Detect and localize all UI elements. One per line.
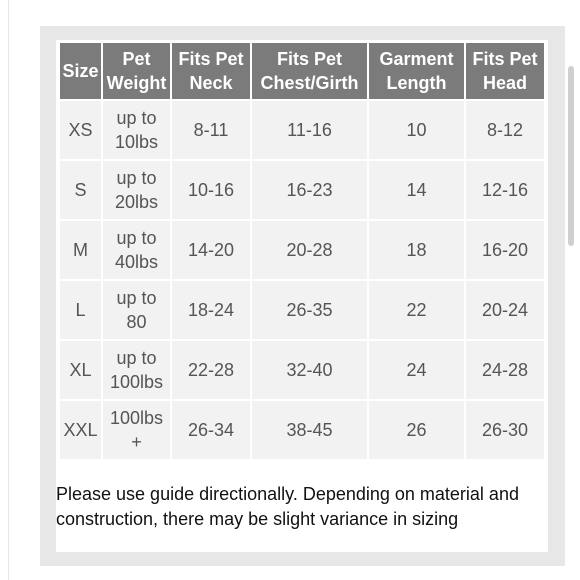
table-row: S up to 20lbs 10-16 16-23 14 12-16 xyxy=(60,161,544,219)
cell-weight: up to 40lbs xyxy=(103,221,170,279)
table-row: M up to 40lbs 14-20 20-28 18 16-20 xyxy=(60,221,544,279)
cell-size: XS xyxy=(60,101,101,159)
cell-size: XXL xyxy=(60,401,101,459)
table-row: XS up to 10lbs 8-11 11-16 10 8-12 xyxy=(60,101,544,159)
cell-size: L xyxy=(60,281,101,339)
cell-weight: up to 20lbs xyxy=(103,161,170,219)
cell-head: 24-28 xyxy=(466,341,544,399)
cell-length: 18 xyxy=(369,221,464,279)
cell-weight: 100lbs + xyxy=(103,401,170,459)
cell-head: 8-12 xyxy=(466,101,544,159)
cell-neck: 22-28 xyxy=(172,341,250,399)
cell-chest: 20-28 xyxy=(252,221,367,279)
cell-chest: 16-23 xyxy=(252,161,367,219)
cell-neck: 10-16 xyxy=(172,161,250,219)
header-pet-weight: Pet Weight xyxy=(103,43,170,99)
cell-chest: 11-16 xyxy=(252,101,367,159)
cell-length: 26 xyxy=(369,401,464,459)
table-row: L up to 80 18-24 26-35 22 20-24 xyxy=(60,281,544,339)
cell-head: 12-16 xyxy=(466,161,544,219)
cell-length: 24 xyxy=(369,341,464,399)
size-chart-table: Size Pet Weight Fits Pet Neck Fits Pet Ches… xyxy=(58,41,546,461)
header-head: Fits Pet Head xyxy=(466,43,544,99)
sizing-note: Please use guide directionally. Dependin… xyxy=(56,484,519,529)
page-edge-line xyxy=(8,0,9,580)
cell-weight: up to 100lbs xyxy=(103,341,170,399)
cell-weight: up to 10lbs xyxy=(103,101,170,159)
cell-neck: 18-24 xyxy=(172,281,250,339)
cell-chest: 38-45 xyxy=(252,401,367,459)
cell-size: M xyxy=(60,221,101,279)
cell-length: 22 xyxy=(369,281,464,339)
cell-neck: 8-11 xyxy=(172,101,250,159)
cell-head: 26-30 xyxy=(466,401,544,459)
scrollbar[interactable] xyxy=(568,66,574,246)
cell-length: 14 xyxy=(369,161,464,219)
header-row: Size Pet Weight Fits Pet Neck Fits Pet Ches… xyxy=(60,43,544,99)
header-neck: Fits Pet Neck xyxy=(172,43,250,99)
cell-head: 16-20 xyxy=(466,221,544,279)
cell-neck: 14-20 xyxy=(172,221,250,279)
table-row: XL up to 100lbs 22-28 32-40 24 24-28 xyxy=(60,341,544,399)
cell-neck: 26-34 xyxy=(172,401,250,459)
header-chest: Fits Pet Chest/Girth xyxy=(252,43,367,99)
cell-head: 20-24 xyxy=(466,281,544,339)
cell-chest: 32-40 xyxy=(252,341,367,399)
cell-weight: up to 80 xyxy=(103,281,170,339)
cell-size: XL xyxy=(60,341,101,399)
cell-length: 10 xyxy=(369,101,464,159)
cell-size: S xyxy=(60,161,101,219)
table-row: XXL 100lbs + 26-34 38-45 26 26-30 xyxy=(60,401,544,459)
cell-chest: 26-35 xyxy=(252,281,367,339)
header-length: Garment Length xyxy=(369,43,464,99)
header-size: Size xyxy=(60,43,101,99)
